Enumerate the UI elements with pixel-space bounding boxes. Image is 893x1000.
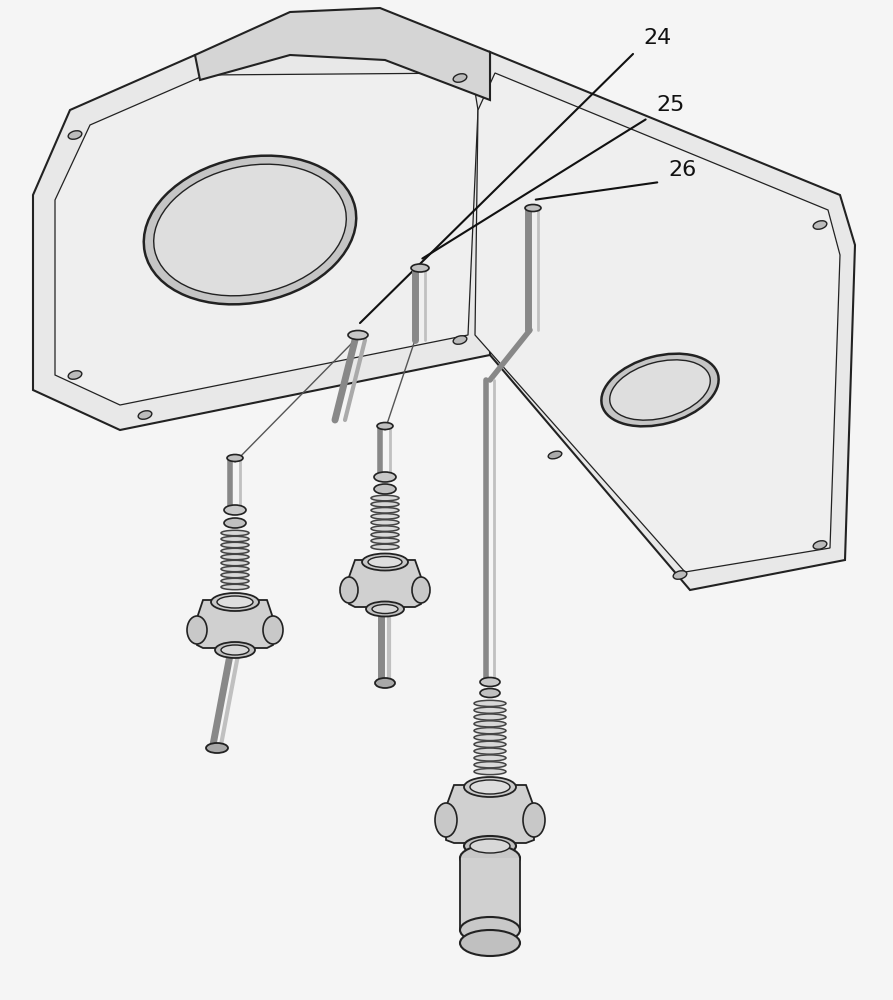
Ellipse shape	[215, 642, 255, 658]
Ellipse shape	[610, 360, 710, 420]
Ellipse shape	[474, 748, 506, 754]
Ellipse shape	[217, 596, 253, 608]
Ellipse shape	[221, 554, 249, 560]
Polygon shape	[195, 8, 490, 100]
Ellipse shape	[371, 544, 399, 550]
Ellipse shape	[138, 411, 152, 419]
Ellipse shape	[68, 371, 82, 379]
Ellipse shape	[453, 74, 467, 82]
Ellipse shape	[187, 616, 207, 644]
Ellipse shape	[371, 526, 399, 531]
Ellipse shape	[348, 330, 368, 340]
Ellipse shape	[263, 616, 283, 644]
Ellipse shape	[480, 688, 500, 698]
Ellipse shape	[371, 514, 399, 519]
Ellipse shape	[470, 780, 510, 794]
Ellipse shape	[464, 777, 516, 797]
Ellipse shape	[371, 501, 399, 507]
Ellipse shape	[460, 917, 520, 943]
Ellipse shape	[371, 520, 399, 525]
Polygon shape	[349, 560, 421, 607]
Ellipse shape	[474, 721, 506, 727]
Ellipse shape	[368, 556, 402, 568]
Ellipse shape	[221, 536, 249, 542]
Polygon shape	[475, 73, 840, 572]
Polygon shape	[33, 52, 500, 430]
Ellipse shape	[221, 530, 249, 536]
Ellipse shape	[211, 593, 259, 611]
Ellipse shape	[523, 803, 545, 837]
Ellipse shape	[460, 930, 520, 956]
Ellipse shape	[375, 678, 395, 688]
Ellipse shape	[474, 762, 506, 768]
Ellipse shape	[371, 495, 399, 501]
Ellipse shape	[460, 845, 520, 871]
Ellipse shape	[374, 484, 396, 494]
Ellipse shape	[371, 538, 399, 544]
Ellipse shape	[206, 743, 228, 753]
Ellipse shape	[154, 164, 346, 296]
Ellipse shape	[374, 472, 396, 482]
Ellipse shape	[227, 454, 243, 462]
Ellipse shape	[221, 645, 249, 655]
Polygon shape	[197, 600, 273, 648]
Polygon shape	[460, 858, 520, 930]
Ellipse shape	[474, 741, 506, 747]
Ellipse shape	[221, 542, 249, 548]
Ellipse shape	[221, 572, 249, 578]
Polygon shape	[490, 52, 855, 590]
Ellipse shape	[221, 566, 249, 572]
Ellipse shape	[480, 678, 500, 686]
Ellipse shape	[371, 532, 399, 537]
Ellipse shape	[221, 578, 249, 584]
Text: 26: 26	[668, 160, 697, 180]
Ellipse shape	[411, 264, 429, 272]
Ellipse shape	[366, 601, 404, 616]
Polygon shape	[446, 785, 534, 843]
Ellipse shape	[548, 451, 562, 459]
Ellipse shape	[814, 541, 827, 549]
Ellipse shape	[221, 560, 249, 566]
Ellipse shape	[453, 336, 467, 344]
Ellipse shape	[525, 205, 541, 212]
Text: 25: 25	[656, 95, 684, 115]
Ellipse shape	[474, 714, 506, 720]
Ellipse shape	[340, 577, 358, 603]
Ellipse shape	[371, 508, 399, 513]
Ellipse shape	[464, 836, 516, 856]
Ellipse shape	[224, 505, 246, 515]
Ellipse shape	[474, 728, 506, 734]
Ellipse shape	[435, 803, 457, 837]
Ellipse shape	[601, 354, 719, 426]
Ellipse shape	[68, 131, 82, 139]
Polygon shape	[55, 73, 478, 405]
Ellipse shape	[474, 734, 506, 741]
Ellipse shape	[144, 156, 356, 304]
Ellipse shape	[377, 422, 393, 430]
Ellipse shape	[474, 755, 506, 761]
Ellipse shape	[224, 518, 246, 528]
Ellipse shape	[372, 604, 398, 613]
Ellipse shape	[412, 577, 430, 603]
Ellipse shape	[673, 571, 687, 579]
Ellipse shape	[362, 554, 408, 570]
Ellipse shape	[474, 769, 506, 775]
Ellipse shape	[221, 584, 249, 590]
Ellipse shape	[474, 700, 506, 706]
Ellipse shape	[470, 839, 510, 853]
Ellipse shape	[221, 548, 249, 554]
Ellipse shape	[474, 707, 506, 713]
Text: 24: 24	[643, 28, 672, 48]
Ellipse shape	[814, 221, 827, 229]
